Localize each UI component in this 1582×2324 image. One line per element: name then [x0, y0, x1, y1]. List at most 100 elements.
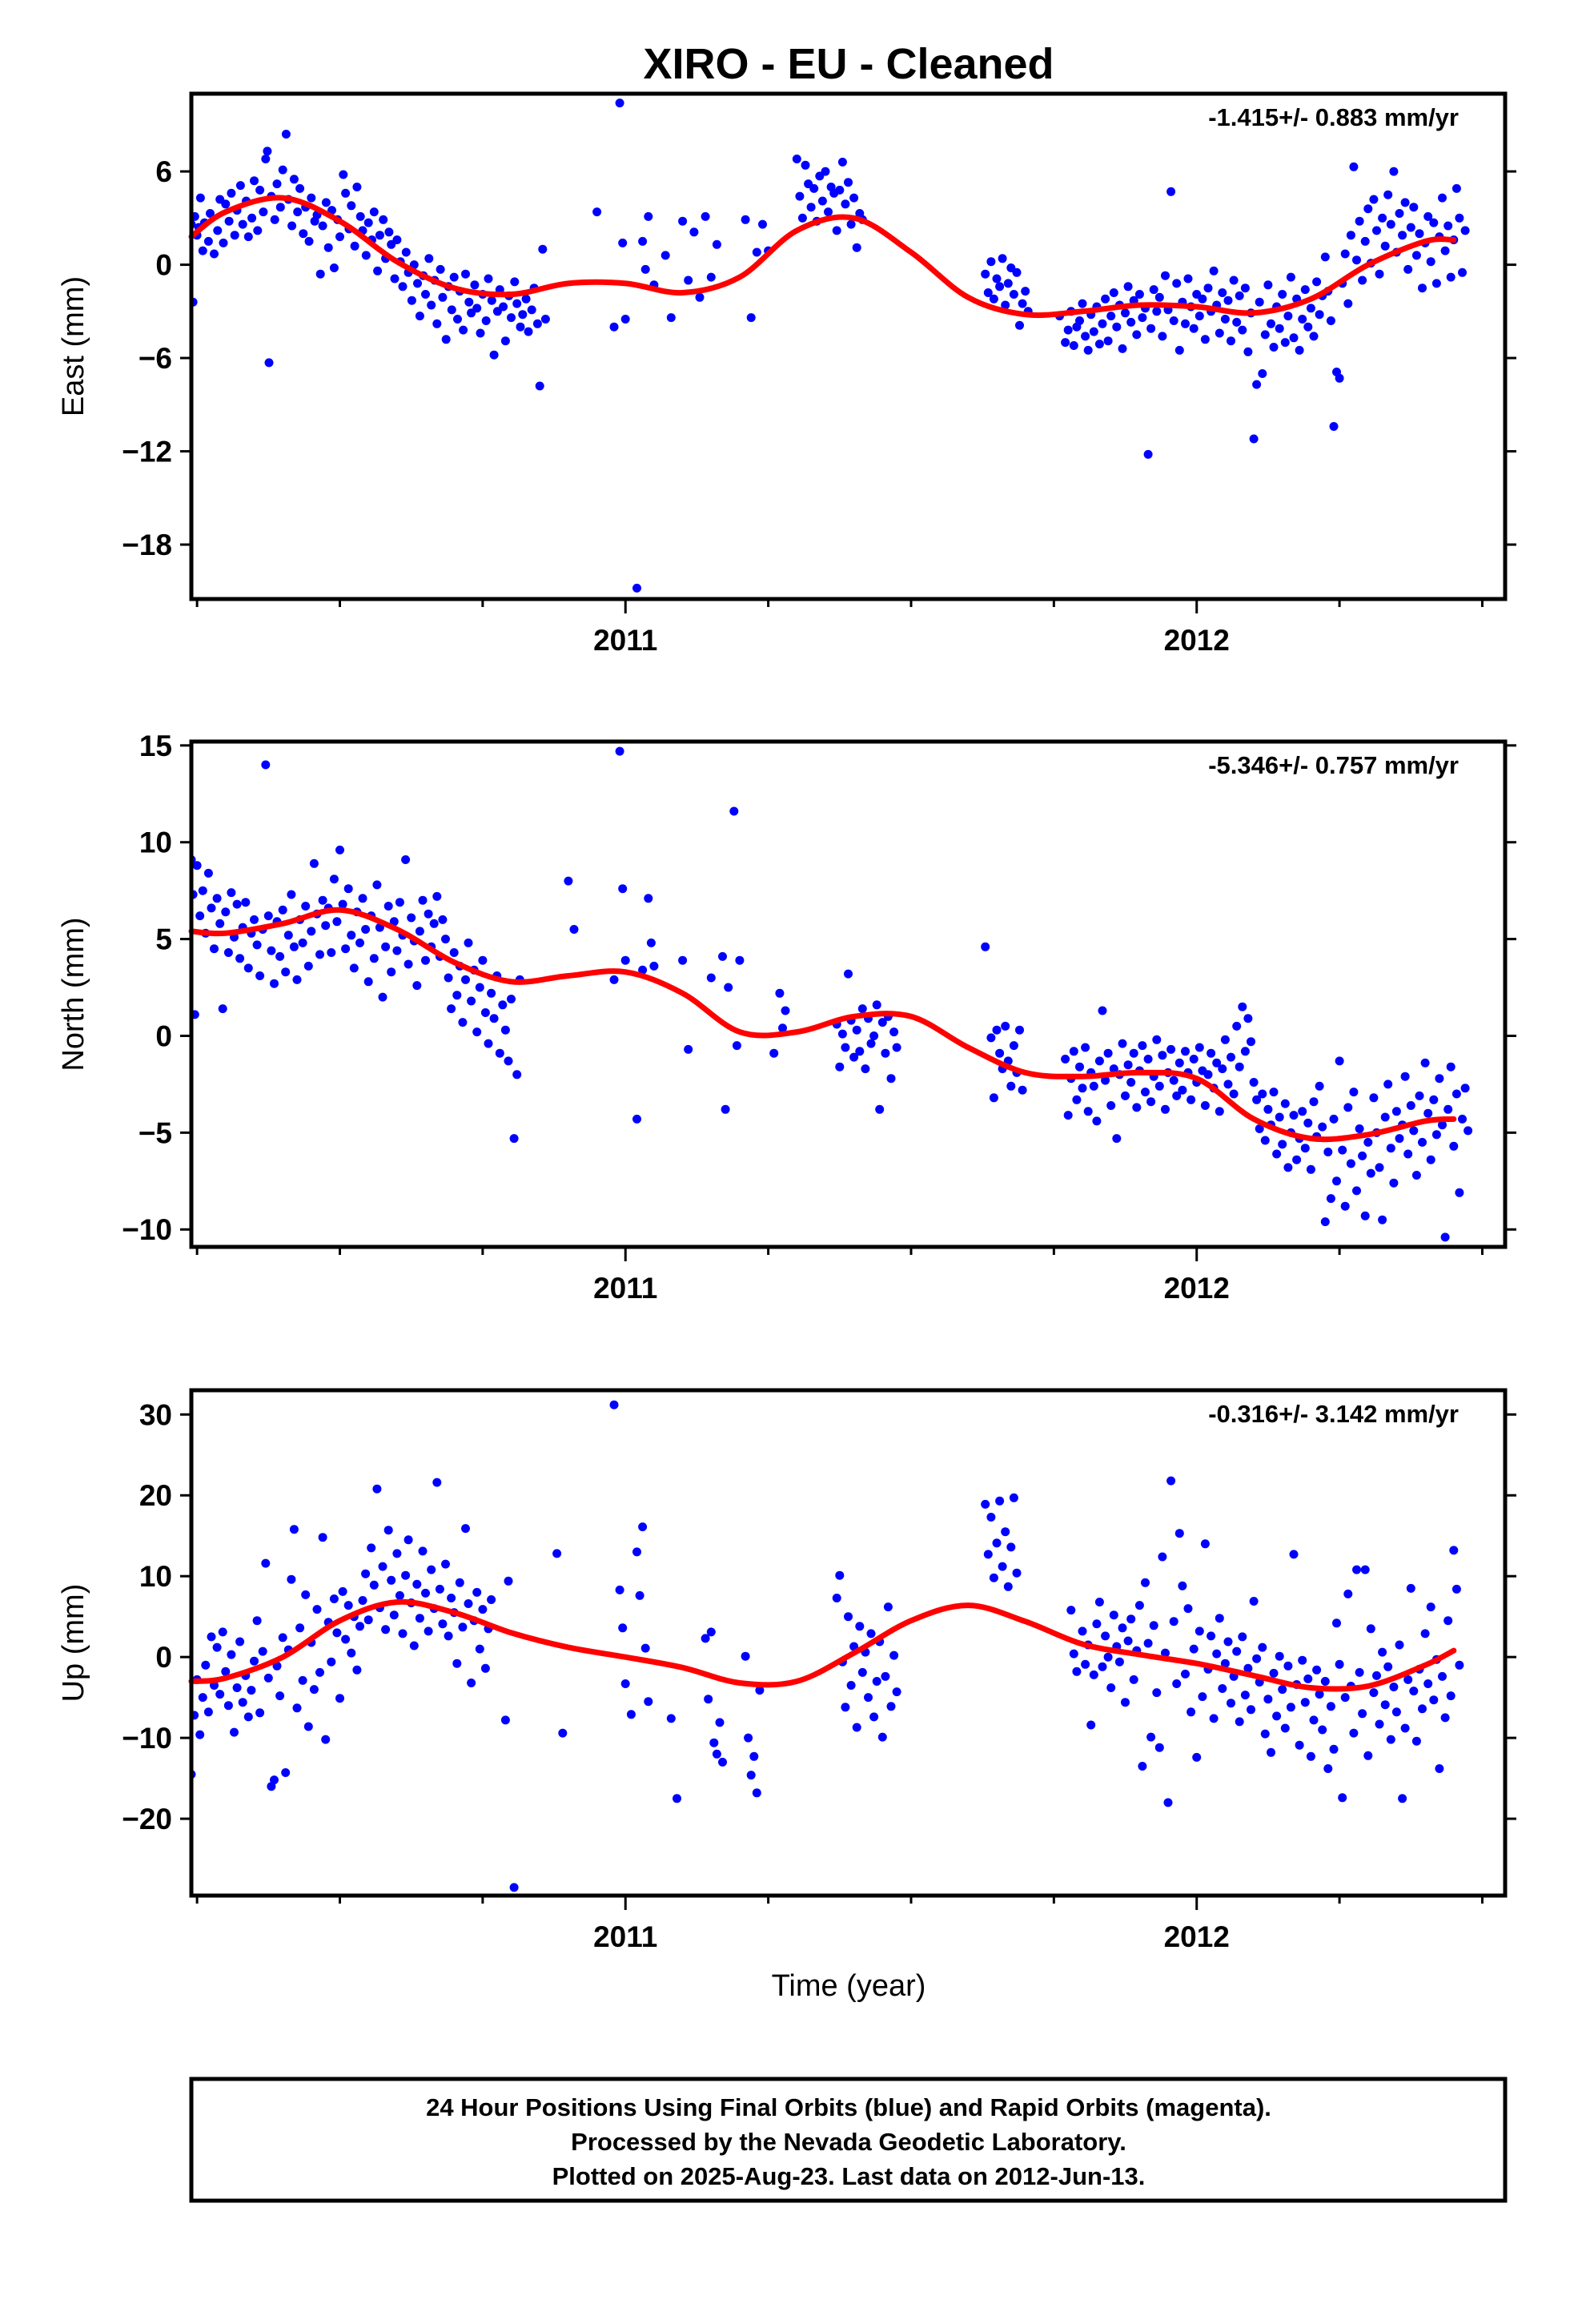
east-data-point [341, 188, 351, 198]
east-data-point [1440, 246, 1450, 255]
north-data-point [649, 961, 659, 971]
north-data-point [287, 890, 296, 899]
north-data-point [1240, 1047, 1250, 1056]
east-data-point [640, 264, 650, 274]
up-data-point [318, 1533, 327, 1542]
up-data-point [715, 1718, 725, 1727]
east-data-point [1189, 324, 1199, 333]
north-data-point [1200, 1101, 1210, 1110]
up-data-point [1081, 1659, 1090, 1669]
north-data-point [429, 919, 439, 928]
north-data-point [615, 746, 624, 756]
north-data-point [1186, 1095, 1196, 1104]
east-y-axis-label: East (mm) [57, 276, 90, 416]
up-data-point [480, 1663, 490, 1673]
north-data-point [241, 898, 251, 907]
up-data-point [1355, 1667, 1364, 1677]
up-data-point [886, 1702, 896, 1711]
north-data-point [500, 1025, 510, 1035]
north-data-point [1075, 1062, 1084, 1072]
up-data-point [458, 1622, 468, 1632]
up-data-point [509, 1883, 519, 1892]
east-data-point [835, 185, 845, 195]
east-data-point [321, 198, 331, 207]
north-data-point [1263, 1104, 1273, 1114]
east-data-point [203, 236, 213, 246]
east-data-point [278, 165, 287, 175]
north-data-point [632, 1114, 641, 1124]
north-data-point [215, 919, 225, 928]
east-data-point [1295, 345, 1304, 355]
up-data-point [289, 1525, 299, 1534]
up-data-point [415, 1614, 424, 1623]
north-data-point [464, 938, 473, 947]
up-data-point [352, 1665, 362, 1675]
east-data-point [1395, 209, 1404, 218]
east-rate-label: -1.415+/- 0.883 mm/yr [1208, 103, 1459, 131]
up-points [191, 1400, 1464, 1892]
up-data-point [998, 1562, 1007, 1571]
east-data-point [449, 272, 459, 282]
east-data-point [347, 201, 356, 211]
up-data-point [221, 1667, 231, 1676]
up-data-point [835, 1570, 845, 1580]
up-data-point [1149, 1621, 1158, 1630]
north-data-point [1161, 1104, 1170, 1114]
east-data-point [527, 305, 536, 315]
north-data-point [1106, 1101, 1116, 1110]
north-data-point [1389, 1178, 1399, 1188]
north-data-point [989, 1093, 998, 1103]
east-data-point [1418, 283, 1427, 293]
east-data-point [678, 216, 688, 226]
north-data-point [261, 760, 271, 770]
up-data-point [1154, 1743, 1164, 1752]
east-data-point [615, 99, 624, 108]
east-data-point [1138, 313, 1147, 323]
north-data-point [1335, 1056, 1344, 1066]
north-data-point [421, 955, 430, 965]
east-data-point [809, 183, 819, 193]
east-data-point [1232, 317, 1242, 327]
up-data-point [1240, 1691, 1250, 1700]
north-data-point [1349, 1088, 1359, 1097]
north-data-point [1429, 1095, 1439, 1104]
up-data-point [618, 1623, 628, 1633]
up-data-point [1220, 1659, 1230, 1668]
north-data-point [1464, 1126, 1473, 1136]
panels-group: 6 0 −6 −12 −18 2011 2012 East (mm) -1.415+/- 0.8… [57, 91, 1516, 1953]
east-data-point [413, 279, 422, 288]
up-data-point [275, 1691, 285, 1701]
north-data-point [877, 1018, 887, 1027]
east-data-point [1386, 219, 1395, 229]
up-data-point [1380, 1700, 1390, 1710]
up-data-point [1295, 1740, 1304, 1750]
up-data-point [1158, 1552, 1167, 1562]
north-data-point [212, 894, 222, 903]
up-data-point [1123, 1636, 1133, 1646]
east-data-point [1203, 283, 1213, 293]
up-data-point [475, 1644, 484, 1654]
east-data-point [470, 280, 480, 290]
up-data-point [467, 1679, 476, 1687]
north-data-point [718, 951, 727, 961]
north-data-point [1449, 1141, 1459, 1151]
north-data-point [441, 935, 450, 944]
east-data-point [1380, 241, 1390, 251]
east-data-point [1172, 279, 1182, 288]
north-data-point [1309, 1097, 1319, 1107]
north-data-point [1431, 1130, 1441, 1140]
north-data-point [278, 905, 287, 915]
up-data-point [1169, 1617, 1178, 1626]
north-data-point [1129, 1048, 1138, 1058]
east-data-point [487, 296, 496, 305]
up-data-point [1260, 1729, 1270, 1739]
north-data-point [192, 861, 202, 870]
up-data-point [1143, 1638, 1153, 1648]
north-data-point [1072, 1095, 1082, 1104]
north-data-point [504, 1056, 513, 1066]
north-data-point [210, 944, 219, 954]
east-data-point [1363, 204, 1373, 214]
east-data-point [821, 167, 830, 176]
up-data-point [866, 1629, 876, 1638]
east-data-point [824, 207, 833, 217]
